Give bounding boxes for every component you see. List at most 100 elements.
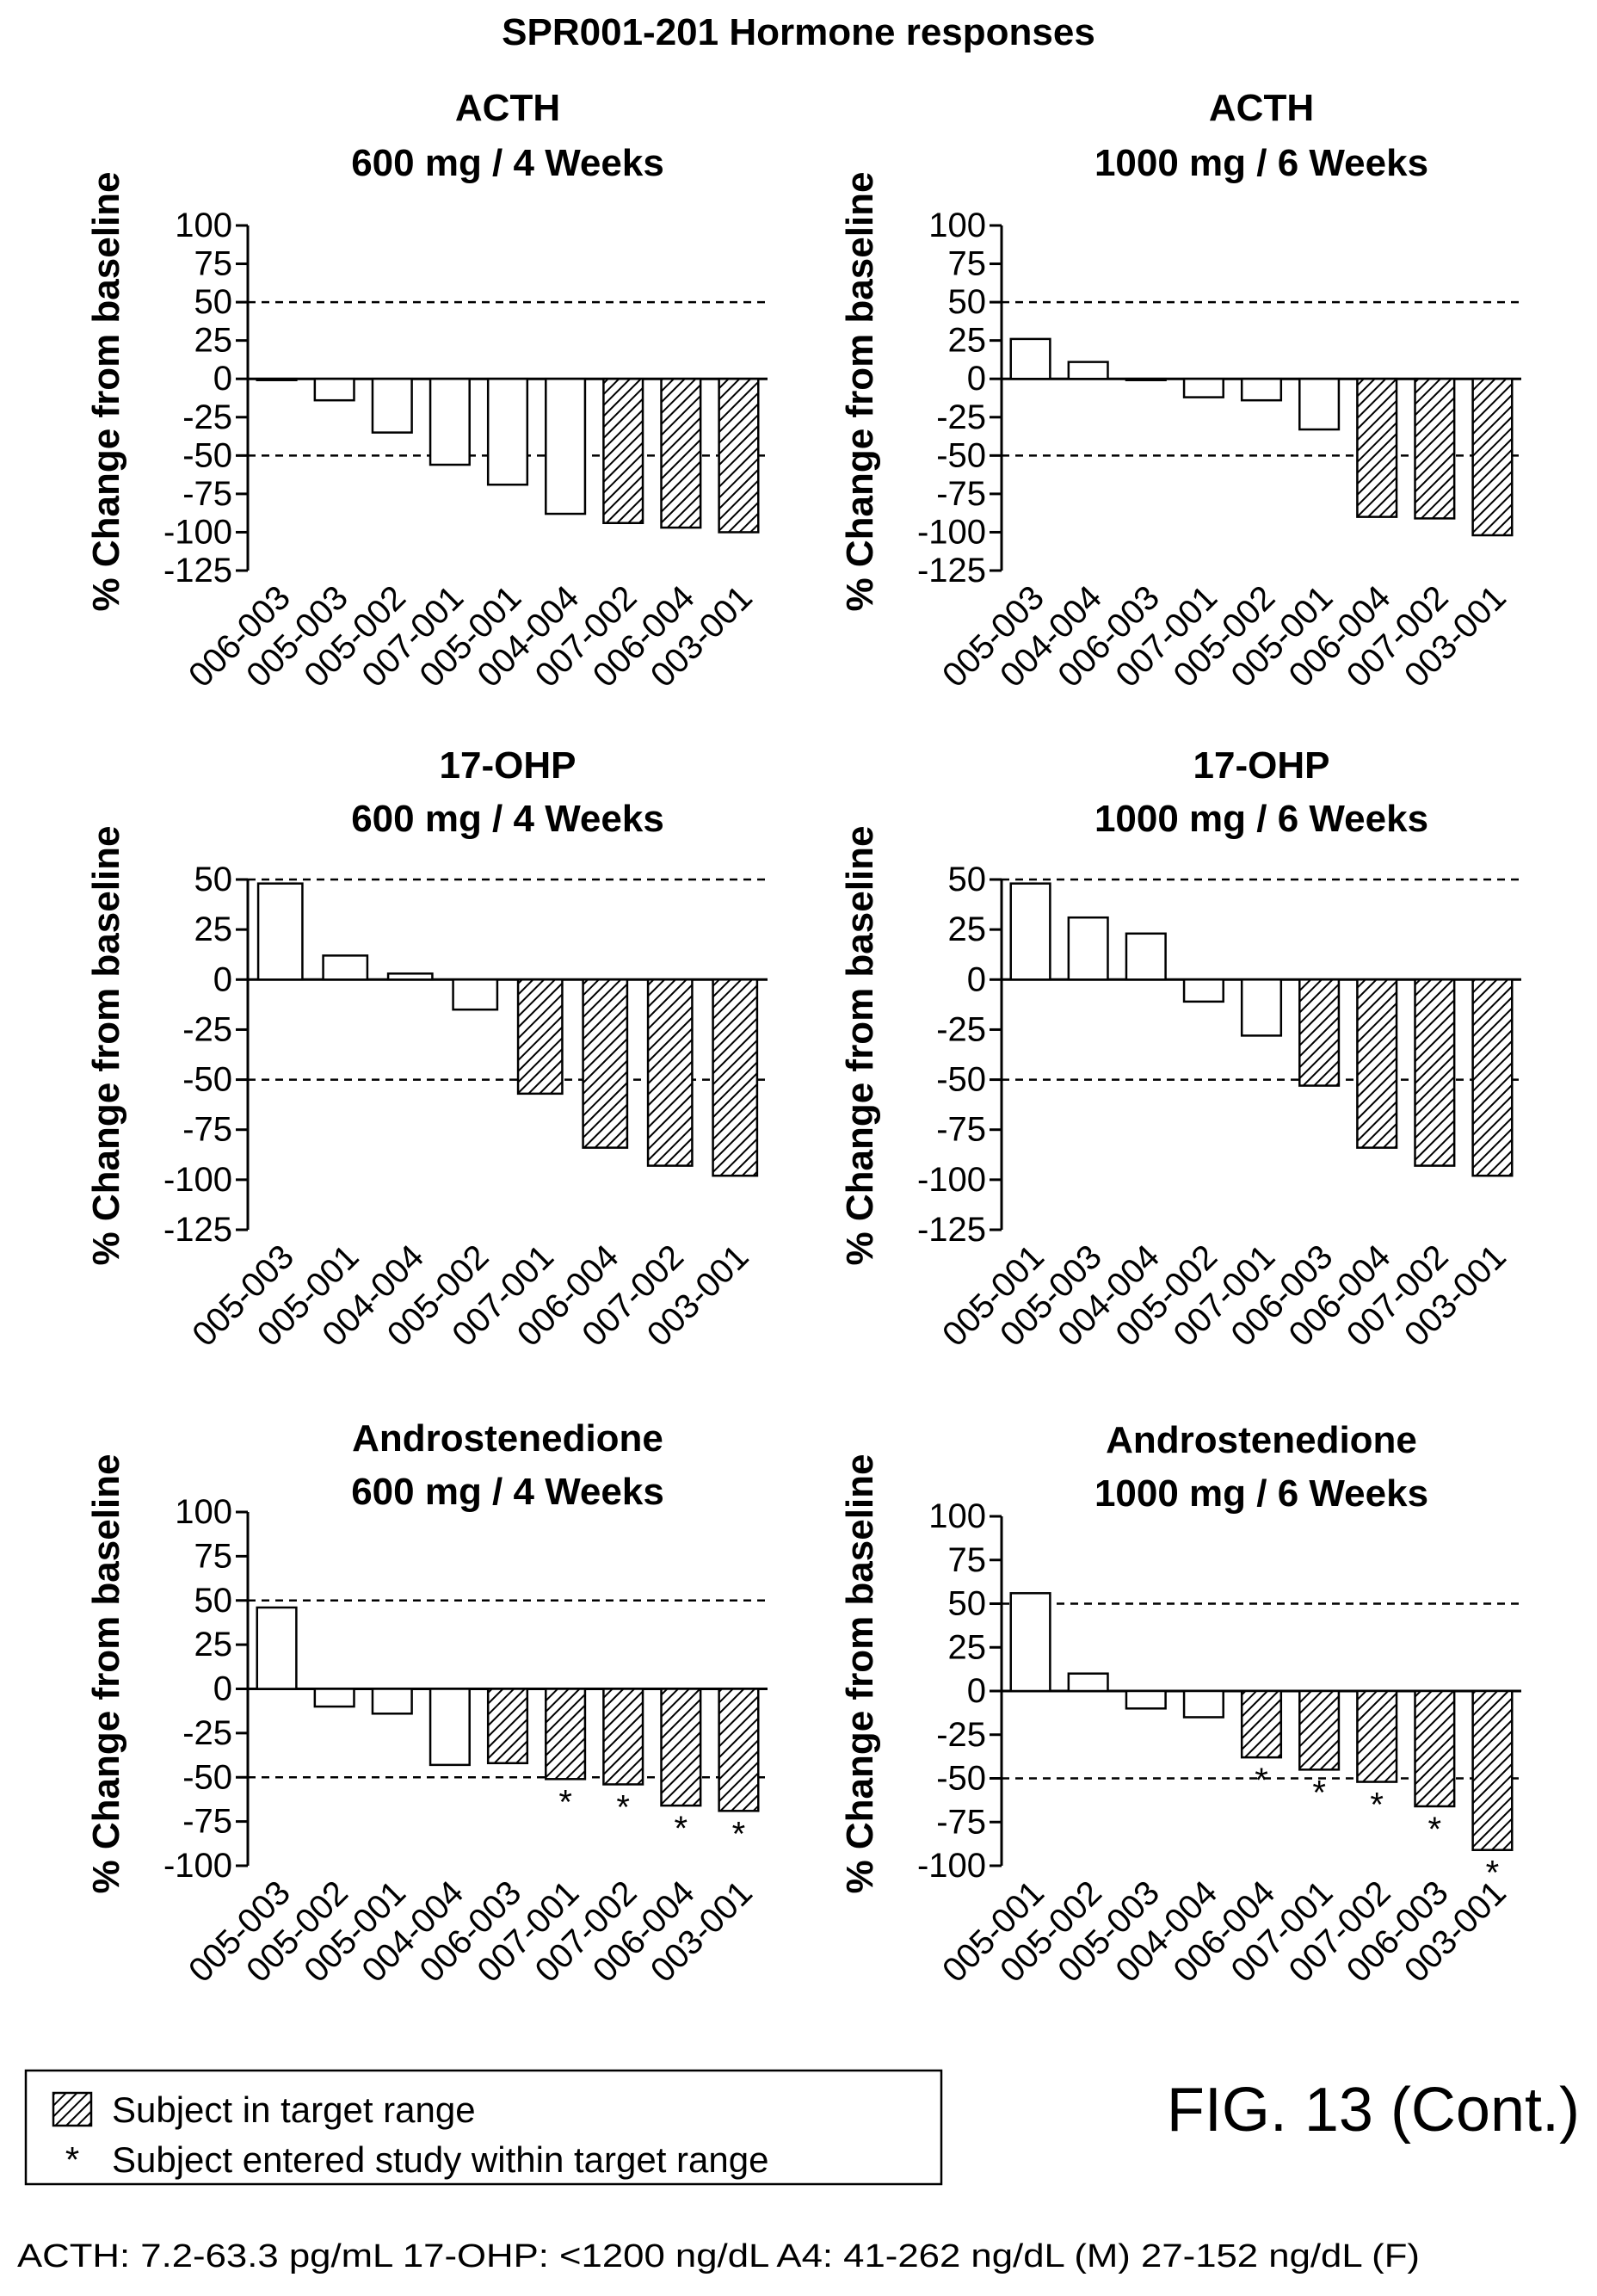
y-tick-label: 75 (194, 245, 233, 283)
y-tick-label: -50 (182, 1758, 232, 1796)
chart-subtitle: 1000 mg / 6 Weeks (1094, 798, 1428, 840)
bar (1414, 1689, 1456, 1808)
bar (718, 1688, 760, 1812)
bar (1414, 978, 1456, 1167)
y-tick-label: -100 (917, 513, 986, 551)
y-tick-label: 0 (967, 1672, 986, 1710)
y-tick-label: -25 (182, 1714, 232, 1752)
y-tick-label: 100 (175, 207, 232, 244)
y-axis-label: % Change from baseline (839, 1454, 881, 1893)
bar (602, 1688, 644, 1786)
y-tick-label: -75 (936, 1111, 986, 1149)
bar (452, 978, 499, 1011)
bar (486, 377, 529, 486)
chart-subtitle: 600 mg / 4 Weeks (351, 798, 664, 840)
chart-title: ACTH (455, 87, 560, 129)
y-axis-label: % Change from baseline (85, 825, 127, 1265)
y-tick-label: 0 (967, 960, 986, 998)
bar (1356, 377, 1398, 518)
y-tick-label: 25 (948, 910, 987, 948)
bar (1240, 377, 1283, 402)
asterisk-marker: * (1486, 1855, 1500, 1892)
legend-asterisk-symbol: * (65, 2139, 79, 2180)
y-tick-label: 25 (194, 910, 233, 948)
asterisk-marker: * (675, 1810, 688, 1848)
chart-panel: 17-OHP 600 mg / 4 Weeks % Change from base… (85, 744, 768, 1354)
bar (545, 1688, 587, 1781)
y-tick-label: -50 (936, 1760, 986, 1798)
y-tick-label: 0 (213, 1670, 232, 1708)
y-tick-label: -25 (936, 1716, 986, 1754)
y-tick-label: -75 (182, 1803, 232, 1841)
bar (582, 978, 629, 1149)
bar (1125, 377, 1167, 381)
y-tick-label: 0 (967, 360, 986, 398)
bar (1240, 978, 1283, 1037)
chart-title: 17-OHP (440, 744, 577, 787)
y-tick-label: -50 (182, 1061, 232, 1099)
figure-title: SPR001-201 Hormone responses (502, 11, 1095, 53)
bar (256, 377, 298, 381)
chart-panel: Androstenedione 600 mg / 4 Weeks % Change … (85, 1417, 768, 1990)
bar (660, 377, 702, 529)
bar (322, 954, 369, 981)
chart-panels: ACTH 600 mg / 4 Weeks % Change from baseli… (85, 87, 1521, 1990)
bar (371, 1688, 413, 1715)
y-tick-label: -100 (917, 1161, 986, 1199)
y-axis-label: % Change from baseline (85, 1454, 127, 1893)
bar (1471, 978, 1514, 1177)
y-axis-label: % Change from baseline (85, 171, 127, 611)
bar (1067, 916, 1109, 981)
y-axis-label: % Change from baseline (839, 171, 881, 611)
y-tick-label: 0 (213, 960, 232, 998)
chart-title: Androstenedione (1106, 1419, 1417, 1461)
figure-label: FIG. 13 (Cont.) (1167, 2076, 1580, 2145)
bar (1298, 377, 1341, 431)
bar (1471, 377, 1514, 537)
asterisk-marker: * (1428, 1811, 1442, 1849)
y-tick-label: 75 (948, 1541, 987, 1579)
y-tick-label: 100 (175, 1493, 232, 1531)
bar (1240, 1689, 1283, 1759)
y-tick-label: -125 (163, 1211, 232, 1249)
y-tick-label: 50 (948, 1585, 987, 1623)
chart-title: 17-OHP (1193, 744, 1330, 787)
y-tick-label: -125 (163, 552, 232, 589)
bar (1298, 978, 1341, 1087)
y-axis-label: % Change from baseline (839, 825, 881, 1265)
y-tick-label: -50 (182, 436, 232, 474)
y-tick-label: 50 (194, 283, 233, 321)
chart-subtitle: 1000 mg / 6 Weeks (1094, 142, 1428, 184)
bar (1009, 882, 1051, 981)
y-tick-label: 50 (948, 283, 987, 321)
bar (371, 377, 413, 434)
bar (1182, 377, 1224, 398)
bar (1414, 377, 1456, 520)
bar (313, 1688, 355, 1708)
asterisk-marker: * (1255, 1762, 1268, 1799)
bar (313, 377, 355, 402)
y-tick-label: -50 (936, 436, 986, 474)
y-tick-label: 50 (194, 1582, 233, 1620)
y-tick-label: -75 (936, 475, 986, 513)
y-tick-label: 50 (948, 861, 987, 898)
asterisk-marker: * (558, 1783, 572, 1821)
y-tick-label: -50 (936, 1061, 986, 1099)
y-tick-label: 25 (194, 1626, 233, 1663)
legend: Subject in target range * Subject entere… (24, 2069, 943, 2186)
bar (256, 1606, 298, 1690)
bar (602, 377, 644, 525)
bar (660, 1688, 702, 1807)
bar (1125, 1689, 1167, 1710)
bar (1356, 978, 1398, 1149)
reference-ranges-footer: ACTH: 7.2-63.3 pg/mL 17-OHP: <1200 ng/dL… (17, 2238, 1420, 2274)
y-tick-label: 100 (928, 1497, 986, 1535)
bar (256, 882, 304, 981)
bar (1009, 1592, 1051, 1693)
y-tick-label: 0 (213, 360, 232, 398)
bar (1067, 1672, 1109, 1693)
y-tick-label: -25 (936, 398, 986, 436)
y-tick-label: -25 (936, 1010, 986, 1048)
bar (1356, 1689, 1398, 1783)
y-tick-label: 25 (194, 322, 233, 360)
